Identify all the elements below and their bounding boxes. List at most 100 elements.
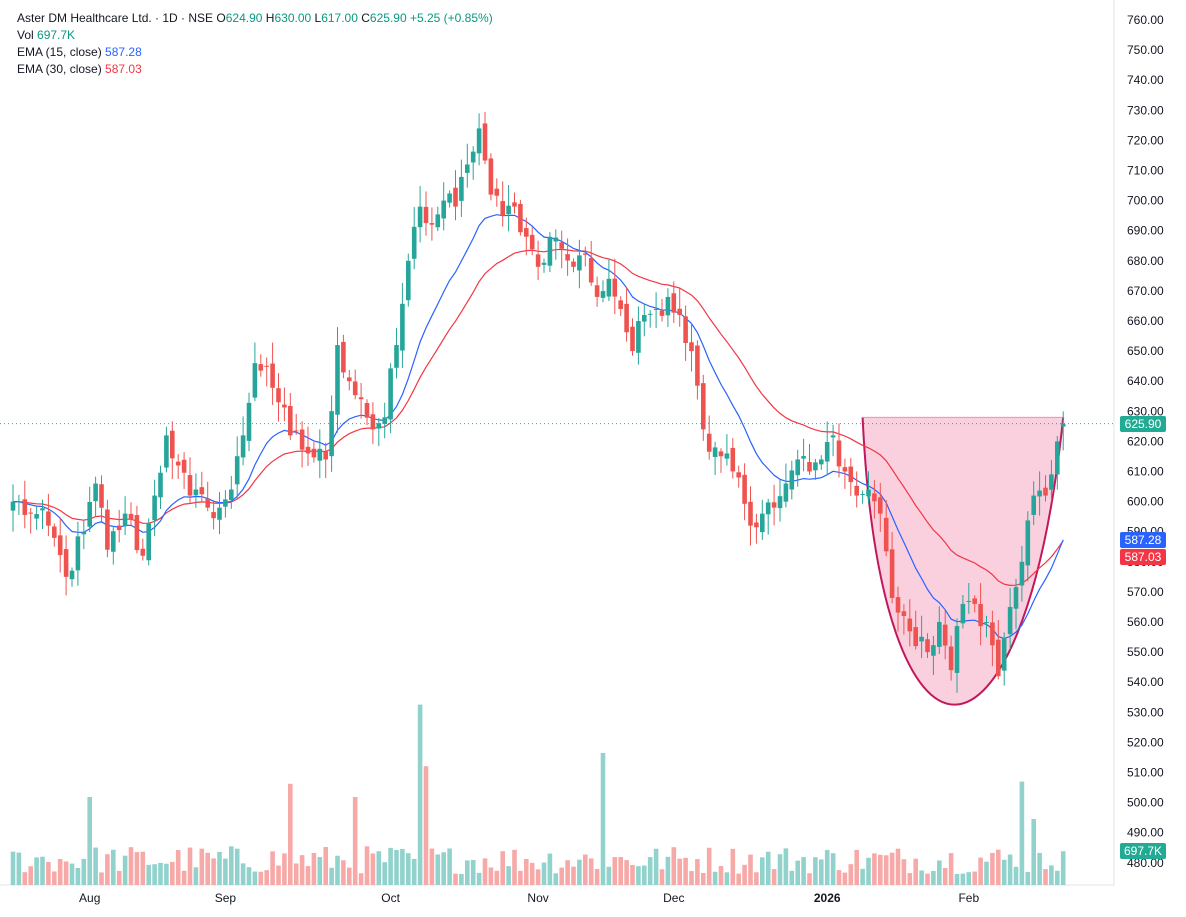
candle[interactable] xyxy=(612,258,618,315)
candle[interactable] xyxy=(358,382,364,419)
candle[interactable] xyxy=(919,615,924,659)
candle[interactable] xyxy=(960,594,966,629)
candle[interactable] xyxy=(105,499,110,558)
candle[interactable] xyxy=(718,448,724,473)
candle[interactable] xyxy=(736,465,741,488)
candle[interactable] xyxy=(341,334,346,379)
candle[interactable] xyxy=(653,292,659,329)
candle[interactable] xyxy=(93,476,98,517)
candle[interactable] xyxy=(701,374,706,441)
candle[interactable] xyxy=(1007,587,1013,649)
symbol-title[interactable]: Aster DM Healthcare Ltd. · 1D · NSE xyxy=(17,11,214,25)
candle[interactable] xyxy=(488,153,494,201)
candle[interactable] xyxy=(252,342,258,402)
candle[interactable] xyxy=(771,484,777,526)
candle[interactable] xyxy=(677,288,682,327)
candle[interactable] xyxy=(978,583,983,646)
candle[interactable] xyxy=(435,206,441,232)
candle[interactable] xyxy=(246,392,252,452)
candle[interactable] xyxy=(394,328,399,379)
candle[interactable] xyxy=(765,498,771,535)
candle[interactable] xyxy=(476,113,482,166)
candle[interactable] xyxy=(494,178,500,207)
candle[interactable] xyxy=(270,342,275,405)
candle[interactable] xyxy=(453,170,458,221)
candle[interactable] xyxy=(240,416,246,466)
candle[interactable] xyxy=(1019,546,1025,602)
candle[interactable] xyxy=(730,438,736,479)
candle[interactable] xyxy=(140,538,146,561)
candle[interactable] xyxy=(211,500,216,530)
candle[interactable] xyxy=(860,490,865,504)
candle[interactable] xyxy=(447,190,452,208)
candle[interactable] xyxy=(518,199,523,236)
candle[interactable] xyxy=(689,322,694,372)
candle[interactable] xyxy=(966,583,972,614)
candle[interactable] xyxy=(175,454,181,479)
candle[interactable] xyxy=(984,615,989,638)
candle[interactable] xyxy=(152,479,157,536)
candle[interactable] xyxy=(317,429,323,479)
candle[interactable] xyxy=(323,442,328,478)
candle[interactable] xyxy=(199,471,205,503)
candle[interactable] xyxy=(376,418,382,447)
candle[interactable] xyxy=(81,519,87,550)
candle[interactable] xyxy=(925,633,930,658)
candle[interactable] xyxy=(34,506,39,530)
candle[interactable] xyxy=(577,239,582,289)
candle[interactable] xyxy=(482,112,488,165)
candle[interactable] xyxy=(1025,511,1031,582)
candle[interactable] xyxy=(1055,435,1060,490)
candle[interactable] xyxy=(571,258,576,273)
candle[interactable] xyxy=(429,207,435,241)
candle[interactable] xyxy=(819,455,824,470)
candle[interactable] xyxy=(28,508,33,534)
candle[interactable] xyxy=(370,402,376,444)
candle[interactable] xyxy=(600,280,606,303)
candle[interactable] xyxy=(1013,578,1019,630)
candle[interactable] xyxy=(972,595,977,613)
candle[interactable] xyxy=(205,481,210,512)
candle[interactable] xyxy=(506,184,511,232)
candle[interactable] xyxy=(748,486,753,546)
candle[interactable] xyxy=(63,535,69,596)
candle[interactable] xyxy=(122,496,128,535)
candle[interactable] xyxy=(695,340,700,400)
candle[interactable] xyxy=(364,399,370,426)
candle[interactable] xyxy=(783,463,789,508)
candle[interactable] xyxy=(170,421,175,480)
cup-pattern-curve[interactable] xyxy=(861,417,1065,706)
candle[interactable] xyxy=(193,473,199,508)
candle[interactable] xyxy=(842,458,848,489)
candle[interactable] xyxy=(164,426,169,473)
candle[interactable] xyxy=(706,415,712,460)
candle[interactable] xyxy=(500,181,505,227)
candle[interactable] xyxy=(1037,471,1042,516)
candle[interactable] xyxy=(824,421,830,476)
candle[interactable] xyxy=(234,436,240,499)
ema15-legend-row[interactable]: EMA (15, close) 587.28 xyxy=(17,44,493,61)
candle[interactable] xyxy=(712,441,718,475)
candle[interactable] xyxy=(87,486,92,533)
candle[interactable] xyxy=(347,369,352,391)
candle[interactable] xyxy=(388,363,393,434)
candle[interactable] xyxy=(990,610,995,667)
candle[interactable] xyxy=(535,240,541,281)
candle[interactable] xyxy=(954,618,960,693)
candle[interactable] xyxy=(872,480,877,519)
candle[interactable] xyxy=(547,232,553,272)
candle[interactable] xyxy=(305,426,311,466)
candle[interactable] xyxy=(901,604,907,635)
candle[interactable] xyxy=(913,610,918,650)
candle[interactable] xyxy=(40,499,45,529)
candle[interactable] xyxy=(99,475,104,524)
candle[interactable] xyxy=(217,491,222,535)
candle[interactable] xyxy=(606,259,612,302)
candle[interactable] xyxy=(942,610,948,660)
candle[interactable] xyxy=(937,606,942,654)
candle[interactable] xyxy=(299,421,305,468)
candle[interactable] xyxy=(529,227,535,256)
candle[interactable] xyxy=(671,281,677,323)
candle[interactable] xyxy=(553,229,559,260)
